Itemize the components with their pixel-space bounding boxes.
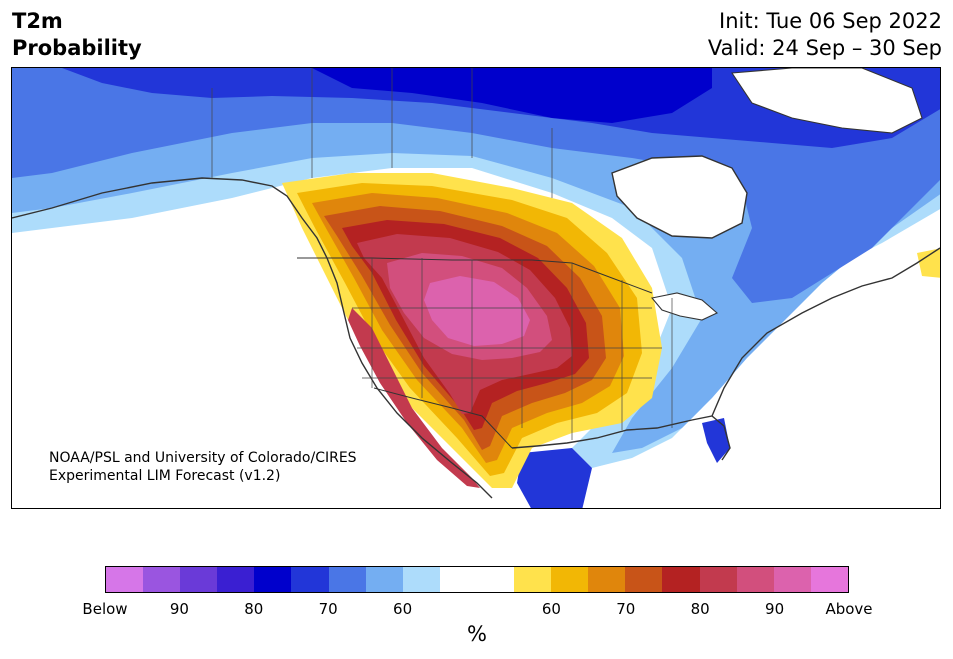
colorbar-bin-12 xyxy=(551,567,589,592)
colorbar-tick-label: 80 xyxy=(690,600,710,618)
map-canvas xyxy=(12,68,940,508)
date-block: Init: Tue 06 Sep 2022 Valid: 24 Sep – 30… xyxy=(708,8,942,62)
colorbar-bin-19 xyxy=(810,567,848,592)
cold-band-mid xyxy=(62,68,940,148)
cold-band-dark xyxy=(312,68,712,123)
hudson-bay xyxy=(611,155,748,239)
valid-range: Valid: 24 Sep – 30 Sep xyxy=(707,36,942,60)
colorbar-bin-3 xyxy=(217,567,255,592)
arctic-islands xyxy=(731,68,923,134)
colorbar-tick-label: 60 xyxy=(393,600,413,618)
title-block: T2m Probability xyxy=(12,8,142,62)
colorbar-bin-13 xyxy=(588,567,626,592)
great-lakes xyxy=(650,292,719,321)
colorbar-bin-9 xyxy=(439,567,477,592)
colorbar-bin-6 xyxy=(328,567,366,592)
warm-band-atlantic xyxy=(917,248,940,278)
colorbar-bin-11 xyxy=(514,567,552,592)
colorbar xyxy=(105,566,849,593)
colorbar-unit: % xyxy=(467,622,487,646)
cold-band-florida xyxy=(702,418,730,463)
colorbar-bin-17 xyxy=(736,567,774,592)
colorbar-tick-label: 70 xyxy=(318,600,338,618)
colorbar-bin-1 xyxy=(143,567,181,592)
colorbar-bin-7 xyxy=(365,567,403,592)
credit-block: NOAA/PSL and University of Colorado/CIRE… xyxy=(49,449,357,485)
colorbar-bin-4 xyxy=(254,567,292,592)
variable-title: T2m xyxy=(12,9,63,33)
init-date: Init: Tue 06 Sep 2022 xyxy=(719,9,942,33)
coastline-east xyxy=(711,247,940,417)
cold-band-mid-south xyxy=(517,448,592,508)
border-us-mexico xyxy=(373,387,513,449)
colorbar-tick-label: Below xyxy=(82,600,128,618)
colorbar-bin-0 xyxy=(106,567,144,592)
colorbar-bin-8 xyxy=(402,567,440,592)
forecast-map xyxy=(11,67,941,509)
colorbar-bin-16 xyxy=(699,567,737,592)
colorbar-tick-label: 90 xyxy=(169,600,189,618)
colorbar-bin-15 xyxy=(662,567,700,592)
credit-line-2: Experimental LIM Forecast (v1.2) xyxy=(49,468,281,484)
credit-line-1: NOAA/PSL and University of Colorado/CIRE… xyxy=(49,450,357,466)
colorbar-bin-14 xyxy=(625,567,663,592)
coastline-gulf xyxy=(511,415,731,461)
colorbar-bin-10 xyxy=(476,567,515,592)
product-title: Probability xyxy=(12,36,142,60)
colorbar-bin-5 xyxy=(291,567,329,592)
colorbar-tick-label: Above xyxy=(825,600,873,618)
colorbar-tick-label: 70 xyxy=(616,600,636,618)
warm-band-pink xyxy=(424,276,530,346)
colorbar-tick-label: 80 xyxy=(244,600,264,618)
colorbar-bin-18 xyxy=(773,567,811,592)
colorbar-tick-label: 90 xyxy=(765,600,785,618)
warm-band-baja xyxy=(348,308,480,488)
state-lines xyxy=(211,68,673,440)
colorbar-bin-2 xyxy=(180,567,218,592)
colorbar-tick-label: 60 xyxy=(541,600,561,618)
